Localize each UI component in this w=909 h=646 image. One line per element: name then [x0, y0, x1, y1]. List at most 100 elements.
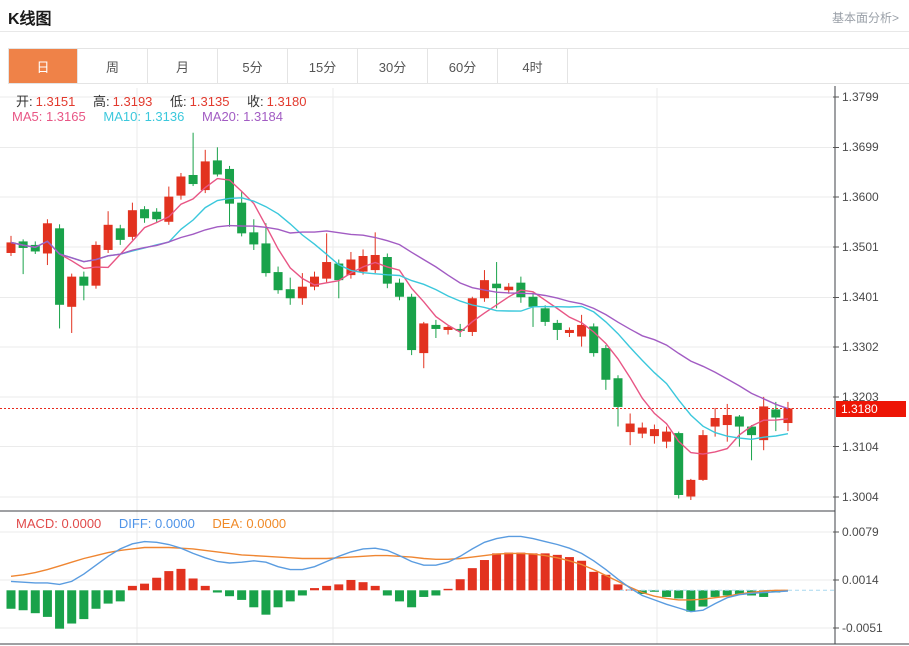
macd-bar: [649, 590, 659, 592]
candle-body: [188, 174, 198, 185]
candle-body: [322, 262, 332, 279]
high-label: 高:: [93, 94, 110, 109]
tab-日[interactable]: 日: [8, 49, 78, 83]
candle-body: [492, 283, 502, 289]
macd-bar: [176, 568, 186, 591]
macd-bar: [382, 590, 392, 596]
candle-body: [394, 282, 404, 297]
tab-15分[interactable]: 15分: [288, 49, 358, 83]
ma5-label: MA5:: [12, 109, 43, 124]
macd-bar: [140, 583, 150, 591]
high-value: 1.3193: [112, 94, 153, 109]
candle-body: [200, 161, 210, 191]
low-value: 1.3135: [189, 94, 230, 109]
candle-body: [176, 176, 186, 196]
axis-tick-label: 1.3501: [842, 239, 879, 254]
macd-bar: [479, 560, 489, 591]
tab-5分[interactable]: 5分: [218, 49, 288, 83]
macd-bar: [212, 590, 222, 593]
macd-bar: [200, 585, 210, 591]
axis-tick-label: 1.3699: [842, 140, 879, 155]
candle-body: [540, 308, 550, 322]
tab-30分[interactable]: 30分: [358, 49, 428, 83]
candle-body: [504, 286, 514, 291]
candle-body: [346, 259, 356, 276]
candle-body: [6, 242, 16, 253]
axis-tick-label: 1.3401: [842, 290, 879, 305]
macd-bar: [540, 553, 550, 591]
macd-bar: [662, 590, 672, 597]
macd-bar: [443, 588, 453, 591]
candle-body: [67, 276, 77, 307]
close-label: 收:: [247, 94, 264, 109]
candle-body: [140, 209, 150, 219]
dea-value: 0.0000: [246, 516, 287, 531]
axis-tick-label: 1.3799: [842, 90, 879, 104]
macd-bar: [237, 590, 247, 600]
ma5-value: 1.3165: [45, 109, 86, 124]
ohlc-legend: 开: 1.3151 高: 1.3193 低: 1.3135 收: 1.3180: [16, 91, 320, 110]
candle-body: [127, 210, 137, 237]
tab-bar: 日周月 5分 15分 30分 60分 4时: [8, 48, 909, 84]
tab-月[interactable]: 月: [148, 49, 218, 83]
candle-body: [152, 211, 162, 220]
candle-body: [382, 257, 392, 284]
candle-body: [358, 255, 368, 272]
candle-body: [589, 326, 599, 354]
macd-bar: [577, 560, 587, 591]
diff-label: DIFF:: [118, 516, 152, 531]
macd-bar: [285, 590, 295, 602]
candle-body: [674, 433, 684, 495]
macd-bar: [455, 579, 465, 591]
candle-body: [710, 418, 720, 427]
macd-bar: [698, 590, 708, 607]
macd-bar: [759, 590, 769, 597]
axis-tick-label: 1.3104: [842, 439, 879, 454]
tab-60分[interactable]: 60分: [428, 49, 498, 83]
macd-legend: MACD: 0.0000 DIFF: 0.0000 DEA: 0.0000: [16, 516, 286, 531]
candle-body: [164, 196, 174, 222]
candle-body: [759, 406, 769, 441]
diff-value: 0.0000: [155, 516, 195, 531]
fundamental-analysis-link[interactable]: 基本面分析>: [831, 11, 899, 25]
page-header: K线图 基本面分析>: [0, 0, 909, 32]
macd-bar: [152, 577, 162, 591]
candle-body: [407, 296, 417, 351]
candle-body: [261, 243, 271, 274]
candle-body: [42, 223, 52, 254]
macd-bar: [734, 590, 744, 595]
tab-周[interactable]: 周: [78, 49, 148, 83]
macd-bar: [504, 552, 514, 591]
ma20-value: 1.3184: [243, 109, 283, 124]
macd-bar: [42, 590, 52, 617]
low-label: 低:: [170, 94, 187, 109]
macd-bar: [67, 590, 77, 624]
ma-legend: MA5: 1.3165 MA10: 1.3136 MA20: 1.3184: [12, 109, 283, 124]
macd-bar: [322, 585, 332, 591]
macd-bar: [79, 590, 89, 620]
axis-tick-label: 1.3004: [842, 490, 879, 504]
candle-body: [698, 435, 708, 480]
macd-bar: [394, 590, 404, 602]
dea-label: DEA:: [212, 516, 243, 531]
macd-bar: [358, 582, 368, 591]
candle-body: [747, 426, 757, 436]
macd-bar: [370, 585, 380, 591]
macd-bar: [310, 588, 319, 591]
macd-bar: [18, 590, 28, 611]
current-price-badge: 1.3180: [836, 401, 906, 417]
candle-body: [30, 244, 40, 252]
candle-body: [552, 322, 562, 330]
macd-bar: [188, 578, 198, 591]
macd-bar: [115, 590, 125, 602]
candle-body: [649, 429, 659, 437]
open-value: 1.3151: [35, 94, 76, 109]
tab-4时[interactable]: 4时: [498, 49, 568, 83]
macd-bar: [467, 568, 477, 591]
candle-body: [225, 168, 235, 204]
ma10-line: [10, 197, 789, 441]
macd-label: MACD:: [16, 516, 58, 531]
candle-body: [285, 289, 295, 299]
candle-body: [722, 414, 732, 426]
